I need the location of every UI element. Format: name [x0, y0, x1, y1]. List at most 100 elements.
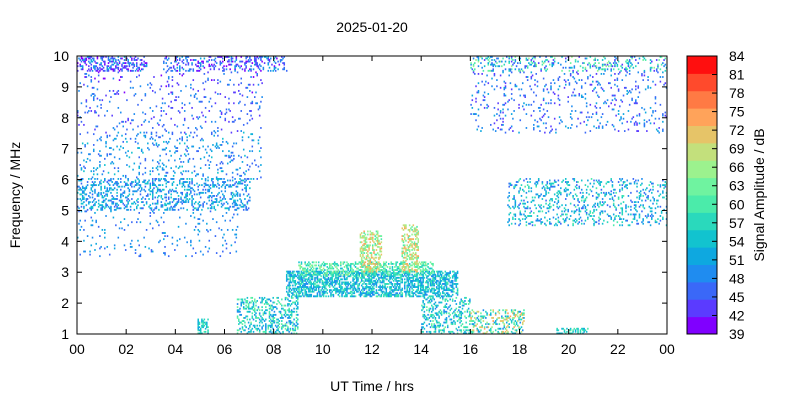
heatmap-cell — [440, 276, 443, 279]
heatmap-cell — [582, 205, 584, 208]
heatmap-cell — [369, 293, 372, 296]
heatmap-cell — [80, 202, 83, 205]
heatmap-cell — [84, 188, 86, 191]
heatmap-cell — [616, 85, 619, 88]
heatmap-cell — [223, 72, 225, 75]
heatmap-cell — [595, 80, 598, 83]
heatmap-cell — [137, 201, 139, 204]
heatmap-cell — [225, 201, 228, 204]
heatmap-cell — [344, 278, 347, 281]
heatmap-cell — [491, 85, 493, 88]
heatmap-cell — [190, 94, 192, 97]
heatmap-cell — [198, 204, 201, 207]
heatmap-cell — [431, 284, 433, 287]
heatmap-cell — [88, 57, 90, 60]
heatmap-cell — [526, 201, 529, 204]
heatmap-cell — [100, 139, 102, 142]
heatmap-cell — [520, 199, 523, 202]
heatmap-cell — [438, 293, 440, 296]
heatmap-cell — [390, 276, 392, 279]
heatmap-cell — [408, 295, 411, 298]
heatmap-cell — [450, 290, 453, 293]
heatmap-cell — [374, 272, 376, 275]
heatmap-cell — [134, 140, 137, 143]
heatmap-cell — [384, 276, 386, 279]
heatmap-cell — [428, 287, 431, 290]
heatmap-cell — [635, 59, 637, 61]
heatmap-cell — [549, 218, 551, 221]
heatmap-cell — [95, 184, 97, 187]
heatmap-cell — [544, 68, 546, 71]
heatmap-cell — [267, 56, 270, 58]
heatmap-cell — [304, 293, 306, 296]
heatmap-cell — [192, 247, 195, 250]
heatmap-cell — [571, 105, 573, 108]
heatmap-cell — [159, 119, 161, 122]
heatmap-cell — [193, 207, 196, 210]
heatmap-cell — [233, 205, 235, 208]
heatmap-cell — [268, 59, 271, 61]
heatmap-cell — [121, 134, 123, 137]
heatmap-cell — [219, 162, 222, 165]
heatmap-cell — [637, 179, 640, 182]
heatmap-cell — [549, 199, 551, 202]
heatmap-cell — [395, 295, 397, 298]
heatmap-cell — [247, 207, 250, 210]
heatmap-cell — [550, 182, 552, 185]
heatmap-cell — [514, 60, 517, 63]
heatmap-cell — [577, 222, 579, 225]
heatmap-cell — [573, 210, 576, 213]
heatmap-cell — [542, 97, 545, 100]
heatmap-cell — [100, 245, 102, 248]
heatmap-cell — [633, 56, 636, 58]
heatmap-cell — [649, 106, 652, 109]
heatmap-cell — [564, 66, 567, 69]
heatmap-cell — [158, 179, 160, 182]
heatmap-cell — [199, 157, 202, 160]
heatmap-cell — [574, 80, 577, 83]
heatmap-cell — [599, 213, 601, 216]
heatmap-cell — [223, 196, 225, 199]
heatmap-cell — [274, 66, 277, 69]
heatmap-cell — [580, 94, 583, 97]
heatmap-cell — [267, 59, 270, 61]
heatmap-cell — [499, 117, 502, 120]
heatmap-cell — [292, 270, 294, 273]
heatmap-cell — [490, 56, 492, 58]
heatmap-cell — [301, 276, 304, 279]
heatmap-cell — [324, 286, 326, 288]
heatmap-cell — [301, 279, 304, 282]
heatmap-cell — [403, 287, 406, 290]
heatmap-cell — [198, 218, 201, 221]
heatmap-cell — [604, 63, 606, 66]
heatmap-cell — [407, 281, 410, 284]
heatmap-cell — [426, 287, 428, 290]
heatmap-cell — [99, 255, 101, 258]
heatmap-cell — [95, 221, 97, 224]
heatmap-cell — [437, 287, 439, 290]
heatmap-cell — [391, 284, 394, 287]
heatmap-cell — [91, 60, 94, 63]
heatmap-cell — [298, 293, 300, 296]
heatmap-cell — [483, 96, 486, 98]
heatmap-cell — [636, 102, 638, 105]
heatmap-cell — [521, 82, 524, 85]
heatmap-cell — [566, 216, 568, 219]
heatmap-cell — [431, 283, 433, 285]
heatmap-cell — [540, 222, 542, 225]
heatmap-cell — [115, 65, 117, 68]
heatmap-cell — [664, 181, 667, 183]
heatmap-cell — [112, 188, 115, 191]
heatmap-cell — [89, 201, 91, 204]
heatmap-cell — [530, 76, 533, 78]
heatmap-cell — [362, 275, 364, 278]
heatmap-cell — [77, 151, 79, 154]
heatmap-cell — [542, 89, 545, 92]
heatmap-cell — [231, 176, 234, 179]
heatmap-cell — [180, 207, 182, 210]
heatmap-cell — [100, 136, 102, 139]
heatmap-cell — [190, 241, 192, 244]
heatmap-cell — [311, 276, 314, 279]
heatmap-cell — [564, 213, 567, 216]
heatmap-cell — [90, 56, 93, 58]
